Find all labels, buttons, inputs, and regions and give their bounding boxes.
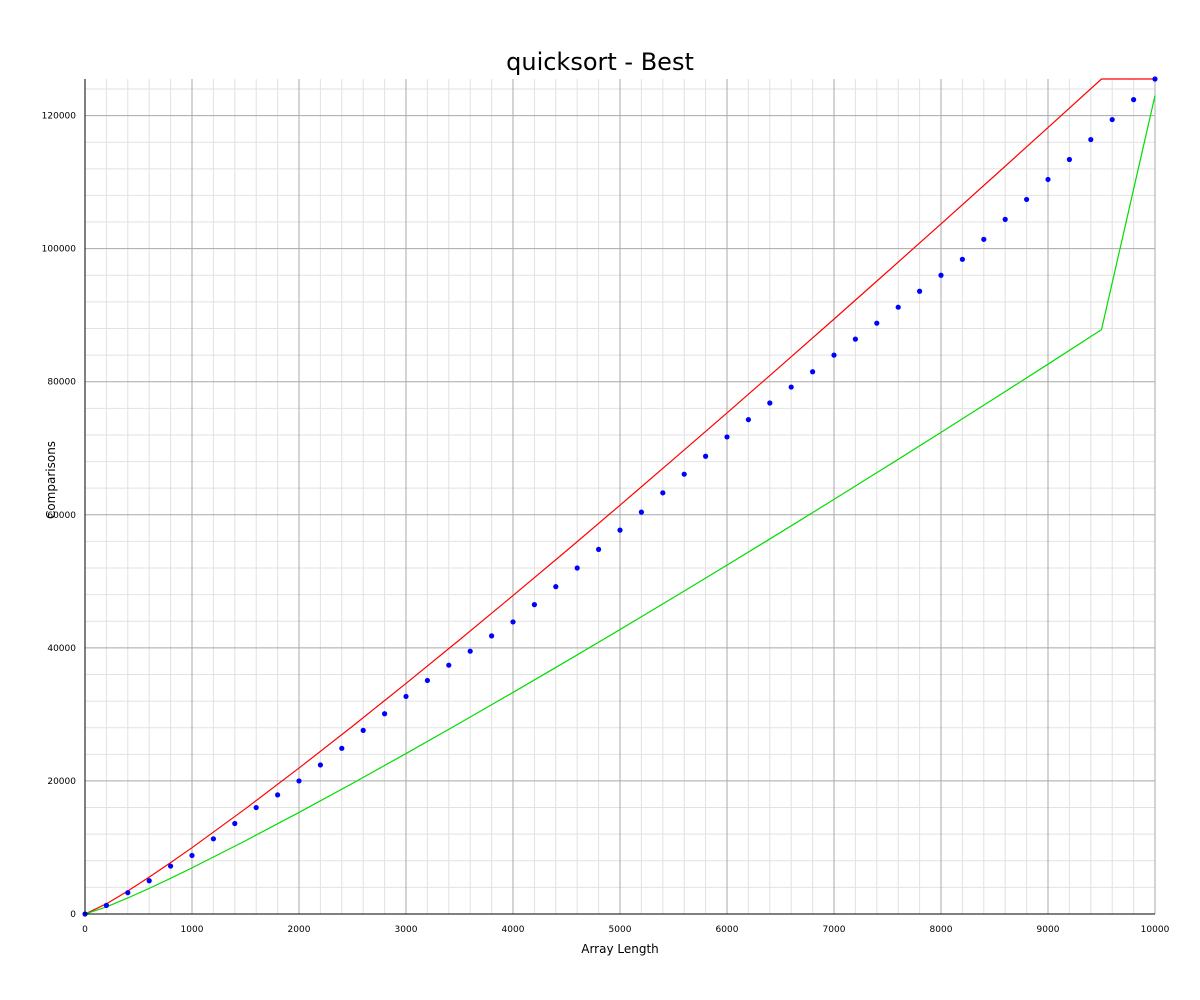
- chart-title: quicksort - Best: [506, 48, 694, 76]
- data-point: [531, 602, 538, 608]
- data-point: [874, 320, 880, 326]
- data-point: [467, 648, 473, 654]
- data-point: [125, 890, 131, 896]
- data-point: [959, 256, 966, 262]
- data-point: [232, 820, 238, 827]
- y-tick-label: 0: [70, 910, 76, 920]
- data-point: [360, 727, 366, 733]
- data-point: [788, 384, 794, 390]
- data-point: [317, 762, 323, 768]
- data-point: [189, 852, 195, 859]
- data-point: [1045, 176, 1051, 183]
- data-point: [103, 902, 109, 908]
- x-axis-label: Array Length: [581, 942, 659, 956]
- data-point: [617, 527, 623, 533]
- y-tick-label: 100000: [42, 245, 77, 255]
- y-tick-label: 120000: [42, 112, 77, 122]
- data-point: [596, 546, 602, 552]
- data-point: [1002, 216, 1008, 222]
- axes: [84, 79, 1155, 915]
- data-point: [553, 584, 559, 590]
- data-point: [703, 453, 709, 459]
- data-point: [424, 677, 430, 684]
- data-point: [296, 778, 302, 784]
- data-point: [638, 509, 645, 515]
- data-point: [981, 236, 987, 242]
- data-point: [724, 434, 730, 440]
- data-point: [446, 662, 452, 668]
- data-point: [210, 836, 216, 842]
- data-point: [275, 792, 281, 798]
- data-point: [831, 352, 837, 358]
- data-point: [382, 711, 388, 717]
- data-point: [510, 619, 516, 625]
- y-tick-label: 40000: [47, 644, 76, 654]
- data-point: [1024, 196, 1030, 203]
- data-point: [1131, 97, 1137, 103]
- data-point: [681, 471, 687, 477]
- y-axis-label: Comparisons: [44, 441, 58, 519]
- data-point: [938, 272, 944, 278]
- plot-area: [82, 76, 1158, 917]
- series-line-green: [84, 95, 1156, 915]
- x-tick-label: 4000: [502, 925, 525, 935]
- data-point: [403, 693, 409, 700]
- data-point: [895, 304, 901, 310]
- data-point: [1152, 76, 1158, 82]
- x-tick-label: 0: [82, 925, 88, 935]
- series-line-red: [84, 78, 1155, 915]
- tick-labels: 0 1000 2000 3000 4000 5000 6000 7000 8000 9000 100…: [42, 112, 1170, 935]
- x-tick-label: 5000: [609, 925, 632, 935]
- x-tick-label: 7000: [823, 925, 846, 935]
- data-point: [745, 417, 752, 423]
- x-tick-label: 10000: [1141, 925, 1170, 935]
- minor-gridlines: [85, 79, 1155, 914]
- data-point: [810, 369, 816, 375]
- data-point: [1088, 136, 1094, 143]
- x-tick-label: 6000: [716, 925, 739, 935]
- data-point: [146, 878, 152, 884]
- x-tick-label: 3000: [395, 925, 418, 935]
- x-tick-label: 8000: [930, 925, 953, 935]
- data-point: [660, 490, 666, 496]
- data-point: [168, 863, 174, 869]
- data-point: [1066, 156, 1072, 163]
- y-tick-label: 80000: [47, 378, 76, 388]
- data-point: [767, 400, 773, 406]
- data-point: [489, 633, 495, 639]
- data-point: [852, 336, 859, 342]
- y-tick-label: 20000: [47, 777, 76, 787]
- y-tick-label: 60000: [47, 511, 76, 521]
- data-point: [917, 288, 923, 294]
- x-tick-label: 1000: [181, 925, 204, 935]
- data-point: [1109, 116, 1115, 123]
- x-tick-label: 9000: [1037, 925, 1060, 935]
- data-point: [253, 804, 259, 811]
- data-point: [339, 745, 345, 751]
- data-point: [574, 565, 580, 571]
- x-tick-label: 2000: [288, 925, 311, 935]
